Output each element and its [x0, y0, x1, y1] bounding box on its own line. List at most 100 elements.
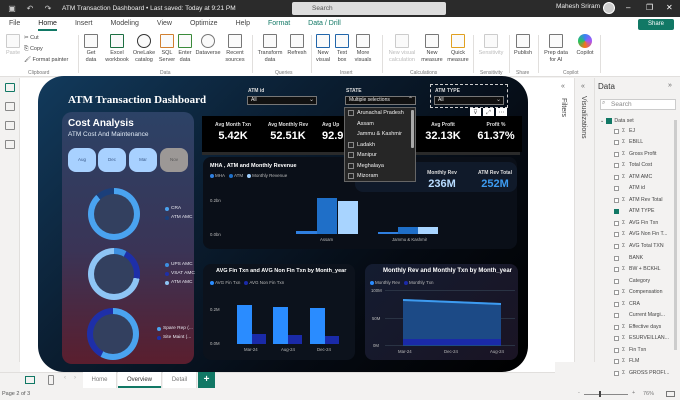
new-measure-button[interactable]: New measure — [420, 34, 444, 64]
format-painter-button[interactable]: 🖌 Format painter — [24, 57, 69, 63]
field-item[interactable]: Σ Fin Txn — [614, 346, 646, 354]
get-data-button[interactable]: Get data — [82, 34, 100, 64]
atm-id-slicer[interactable]: All ⌄ — [247, 96, 317, 105]
tab-file[interactable]: File — [9, 20, 21, 27]
month-button-mar[interactable]: Mar — [129, 148, 157, 172]
cut-button[interactable]: ✂ Cut — [24, 35, 39, 41]
data-set-node[interactable]: ⌄ Data set — [600, 118, 634, 124]
visualizations-pane[interactable]: « Visualizations — [575, 78, 595, 362]
field-item[interactable]: Σ Gross Profit — [614, 150, 656, 158]
field-item[interactable]: ATM id — [614, 184, 645, 192]
field-item[interactable]: Σ BW + BCKHL — [614, 265, 661, 273]
field-item[interactable]: Σ GROSS PROFI... — [614, 369, 669, 377]
donut-chart-ups-vsat-atm-amc[interactable] — [88, 248, 140, 300]
field-item[interactable]: Current Margi... — [614, 311, 665, 319]
tab-format[interactable]: Format — [267, 20, 291, 27]
more-options-icon[interactable]: ⋯ — [496, 108, 507, 118]
atm-type-slicer[interactable]: All ⌄ — [434, 96, 504, 105]
field-item[interactable]: Σ ATM AMC — [614, 173, 652, 181]
enter-data-button[interactable]: Enter data — [177, 34, 193, 64]
state-option[interactable]: Jammu & Kashmir — [357, 131, 402, 138]
dax-query-view-icon[interactable] — [4, 140, 15, 149]
bar-mha-jk[interactable] — [378, 232, 398, 234]
state-slicer[interactable]: Multiple selections ⌃ — [345, 96, 416, 105]
zoom-out-icon[interactable]: - — [578, 390, 580, 396]
tab-modeling[interactable]: Modeling — [110, 20, 139, 27]
prep-data-ai-button[interactable]: Prep data for AI — [541, 34, 571, 64]
zoom-in-icon[interactable]: + — [632, 390, 636, 396]
month-button-dec[interactable]: Dec — [98, 148, 126, 172]
bar-fin-dec24[interactable] — [310, 308, 325, 344]
recent-sources-button[interactable]: Recent sources — [222, 34, 248, 64]
fit-to-page-icon[interactable] — [666, 391, 675, 397]
atm-type-slicer-frame[interactable] — [430, 84, 508, 108]
donut-chart-cra-atm-amc[interactable] — [88, 188, 140, 240]
redo-icon[interactable]: ↷ — [44, 3, 52, 13]
bar-revenue-jk[interactable] — [418, 227, 438, 234]
window-title[interactable]: ATM Transaction Dashboard • Last saved: … — [62, 5, 236, 12]
add-page-button[interactable]: + — [198, 372, 215, 388]
state-option[interactable]: Manipur — [345, 150, 415, 161]
save-icon[interactable]: ▣ — [8, 3, 16, 13]
table-view-icon[interactable] — [4, 102, 15, 111]
tab-data-drill[interactable]: Data / Drill — [308, 20, 341, 27]
zoom-level[interactable]: 76% — [643, 391, 655, 397]
paste-button[interactable]: Paste — [4, 34, 22, 57]
refresh-button[interactable]: Refresh — [286, 34, 308, 57]
excel-workbook-button[interactable]: Excel workbook — [104, 34, 130, 64]
month-button-aug[interactable]: Aug — [68, 148, 96, 172]
field-item[interactable]: Σ AVG Fin Txn — [614, 219, 658, 227]
page-tab-overview[interactable]: Overview — [118, 372, 162, 388]
bar-revenue-assam[interactable] — [338, 201, 358, 234]
page-tab-detail[interactable]: Detail — [163, 372, 197, 388]
focus-mode-icon[interactable]: ⤢ — [483, 108, 494, 118]
dataverse-button[interactable]: Dataverse — [195, 34, 221, 57]
onelake-catalog-button[interactable]: OneLake catalog — [132, 34, 156, 64]
next-page-icon[interactable]: › — [74, 375, 76, 381]
state-option[interactable]: Mizoram — [345, 171, 415, 182]
donut-chart-spare-site-maint[interactable] — [87, 308, 139, 360]
field-item[interactable]: Σ AVG Total TXN — [614, 242, 664, 250]
quick-measure-button[interactable]: Quick measure — [446, 34, 470, 64]
collapse-icon[interactable]: « — [581, 83, 585, 90]
filter-icon[interactable]: ⊽ — [470, 108, 481, 118]
field-item[interactable]: Σ Effective days — [614, 323, 661, 331]
report-view-icon[interactable] — [4, 83, 15, 92]
tab-home[interactable]: Home — [29, 17, 66, 31]
field-item[interactable]: Σ FLM — [614, 357, 639, 365]
desktop-layout-icon[interactable] — [25, 376, 35, 384]
filters-pane[interactable]: « Filters — [555, 78, 575, 362]
new-visual-calculation-button[interactable]: New visual calculation — [386, 34, 418, 64]
model-view-icon[interactable] — [4, 121, 15, 130]
zoom-slider[interactable] — [584, 394, 628, 395]
avatar[interactable] — [603, 2, 615, 14]
copilot-button[interactable]: Copilot — [574, 34, 596, 57]
new-visual-button[interactable]: New visual — [314, 34, 332, 64]
share-button[interactable]: Share — [638, 19, 674, 30]
field-item[interactable]: Σ CRA — [614, 300, 640, 308]
field-item[interactable]: Σ Compensation — [614, 288, 662, 296]
bar-fin-mar24[interactable] — [237, 305, 252, 344]
search-box[interactable]: Search — [292, 2, 446, 15]
field-item[interactable]: Σ AVG Non Fin T... — [614, 230, 667, 238]
bar-nonfin-dec24[interactable] — [325, 336, 339, 344]
sensitivity-button[interactable]: Sensitivity — [476, 34, 506, 57]
area-series[interactable] — [403, 299, 501, 346]
more-visuals-button[interactable]: More visuals — [352, 34, 374, 64]
restore-icon[interactable]: ❐ — [646, 3, 654, 12]
field-item[interactable]: Σ ESURVEILLAN... — [614, 334, 669, 342]
expand-icon[interactable]: » — [668, 82, 672, 89]
data-search-input[interactable]: Search — [600, 99, 676, 110]
copy-button[interactable]: ⎘ Copy — [24, 46, 43, 52]
field-item[interactable]: BANK — [614, 254, 643, 262]
bar-nonfin-aug24[interactable] — [288, 335, 302, 344]
field-item[interactable]: Σ EBILL — [614, 138, 643, 146]
close-icon[interactable]: ✕ — [666, 3, 673, 12]
bar-atm-assam[interactable] — [317, 198, 337, 234]
minimize-icon[interactable]: – — [626, 3, 631, 12]
zoom-slider-handle[interactable] — [599, 391, 601, 397]
bar-mha-assam[interactable] — [296, 231, 317, 234]
month-button-nov[interactable]: Nov — [160, 148, 188, 172]
bar-atm-jk[interactable] — [398, 227, 418, 234]
state-dropdown-list[interactable]: Arunachal Pradesh Assam Jammu & Kashmir … — [344, 107, 416, 182]
